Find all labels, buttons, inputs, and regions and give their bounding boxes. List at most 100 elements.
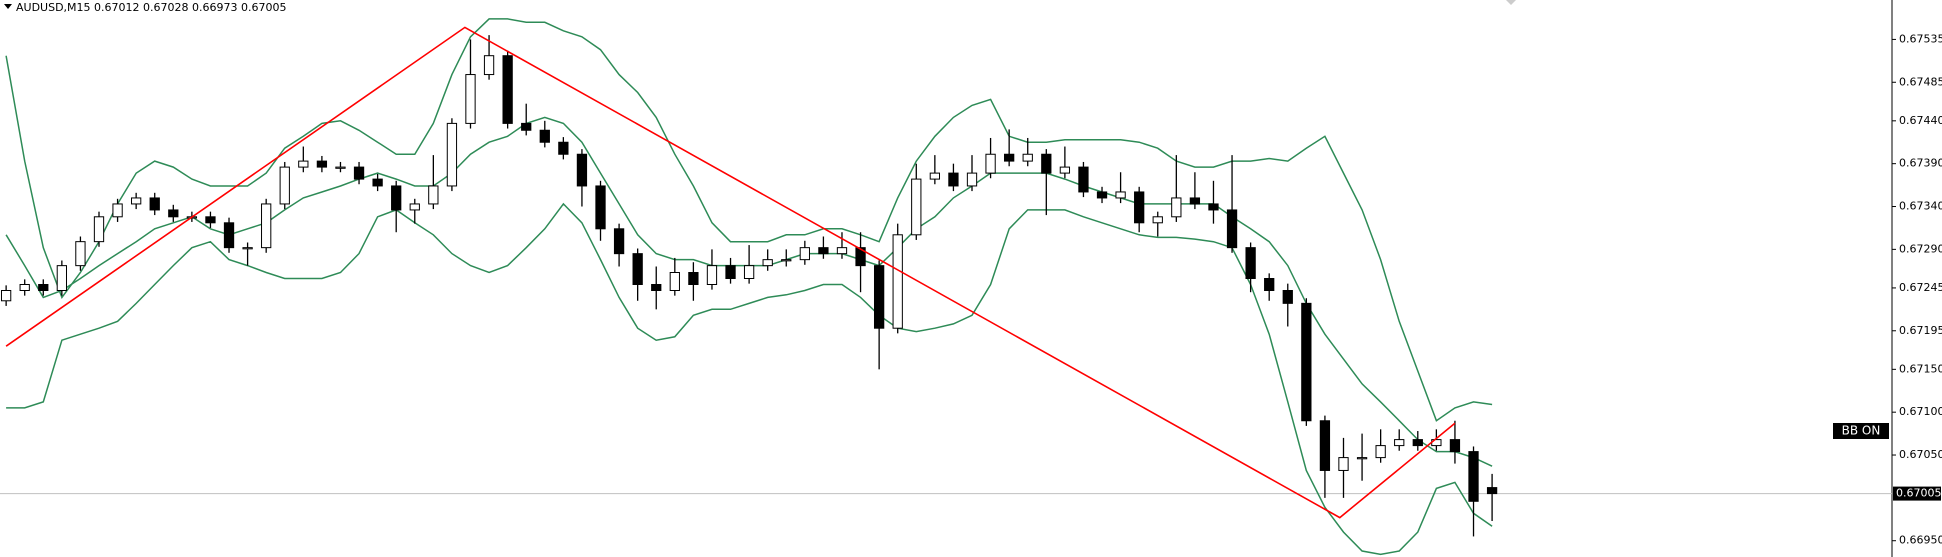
chart-title: AUDUSD,M15 0.67012 0.67028 0.66973 0.670… xyxy=(16,1,286,14)
candle-body xyxy=(149,197,160,211)
candle-body xyxy=(1338,457,1349,471)
candle-body xyxy=(316,160,328,168)
candle-body xyxy=(112,203,123,218)
y-tick-label: 0.67150 xyxy=(1899,362,1942,375)
candle-body xyxy=(855,247,866,267)
candle-body xyxy=(298,160,309,168)
candle-body xyxy=(688,272,699,285)
candle-body xyxy=(762,259,773,267)
y-tick-label: 0.67050 xyxy=(1899,448,1942,461)
candle-body xyxy=(279,166,290,205)
zigzag-line xyxy=(5,26,1456,519)
candle-body xyxy=(781,259,792,262)
candle-body xyxy=(1134,191,1145,224)
bollinger-band xyxy=(5,18,1493,422)
candle-body xyxy=(335,166,346,169)
candle-body xyxy=(1152,216,1163,224)
candle-body xyxy=(521,122,532,131)
candle-body xyxy=(799,247,810,261)
candle-body xyxy=(391,185,402,211)
candle-body xyxy=(1096,191,1108,199)
candle-body xyxy=(261,203,272,249)
candle-body xyxy=(1356,457,1368,460)
candle-body xyxy=(911,178,922,236)
candle-body xyxy=(1059,166,1071,174)
symbol-menu-arrow[interactable] xyxy=(4,4,12,9)
candle-body xyxy=(651,283,662,291)
y-tick-label: 0.67340 xyxy=(1899,200,1942,213)
current-price-box xyxy=(1893,486,1941,501)
candle-body xyxy=(613,228,625,255)
candle-body xyxy=(409,203,420,211)
candle-body xyxy=(446,122,458,187)
candle-body xyxy=(576,153,588,187)
candle-body xyxy=(1115,191,1126,199)
candle-body xyxy=(948,172,959,187)
candle-body xyxy=(1319,420,1331,471)
candle-body xyxy=(502,55,513,124)
candle-body xyxy=(539,129,550,143)
candle-body xyxy=(966,172,978,187)
candle-body xyxy=(1486,487,1498,495)
candle-body xyxy=(131,197,142,205)
candle-body xyxy=(1375,445,1386,459)
y-tick-label: 0.67485 xyxy=(1899,75,1942,88)
scroll-marker xyxy=(1506,0,1516,5)
bollinger-band xyxy=(6,202,1493,556)
candle-body xyxy=(483,55,495,76)
candle-body xyxy=(595,185,606,230)
candle-body xyxy=(743,265,755,279)
candle-body xyxy=(725,265,736,279)
candle-body xyxy=(428,185,439,205)
candle-body xyxy=(836,247,848,255)
candle-body xyxy=(892,234,903,329)
candle-body xyxy=(1449,439,1461,453)
candle-body xyxy=(0,289,12,302)
candle-body xyxy=(558,141,569,155)
candle-body xyxy=(706,265,718,285)
y-tick-label: 0.67100 xyxy=(1899,405,1942,418)
candle-body xyxy=(1301,302,1312,422)
candle-body xyxy=(168,209,179,218)
candle-body xyxy=(1412,439,1423,447)
y-tick-label: 0.67245 xyxy=(1899,281,1942,294)
candle-body xyxy=(1208,203,1219,211)
candle-body xyxy=(1245,247,1256,280)
candle-body xyxy=(223,222,235,249)
candle-body xyxy=(1226,209,1238,249)
candle-body xyxy=(353,166,365,180)
candle-body xyxy=(929,172,940,180)
candle-body xyxy=(1004,153,1015,162)
candle-body xyxy=(93,216,105,243)
candle-body xyxy=(1022,153,1033,162)
candle-body xyxy=(1189,197,1201,205)
indicator-box xyxy=(1833,423,1889,439)
candle-body xyxy=(56,265,67,291)
y-tick-label: 0.67390 xyxy=(1899,157,1942,170)
current-price-label: 0.67005 xyxy=(1896,487,1942,500)
candle-body xyxy=(632,253,643,285)
y-tick-label: 0.67440 xyxy=(1899,114,1942,127)
candle-body xyxy=(242,247,253,250)
candle-body xyxy=(1078,166,1089,193)
candle-body xyxy=(1264,278,1275,291)
candle-body xyxy=(985,153,996,174)
y-tick-label: 0.66950 xyxy=(1899,534,1942,547)
candle-body xyxy=(372,178,383,187)
indicator-label: BB ON xyxy=(1842,424,1881,438)
candle-body xyxy=(1171,197,1182,218)
candle-body xyxy=(1468,451,1479,502)
candle-body xyxy=(75,241,86,267)
y-tick-label: 0.67535 xyxy=(1899,32,1942,45)
y-tick-label: 0.67290 xyxy=(1899,242,1942,255)
candle-body xyxy=(1041,153,1052,174)
candle-body xyxy=(465,74,476,124)
y-tick-label: 0.67195 xyxy=(1899,324,1942,337)
candle-body xyxy=(1394,439,1405,447)
candle-body xyxy=(1282,289,1293,304)
candle-body xyxy=(818,247,829,255)
candle-body xyxy=(19,283,30,291)
candle-body xyxy=(205,216,216,224)
